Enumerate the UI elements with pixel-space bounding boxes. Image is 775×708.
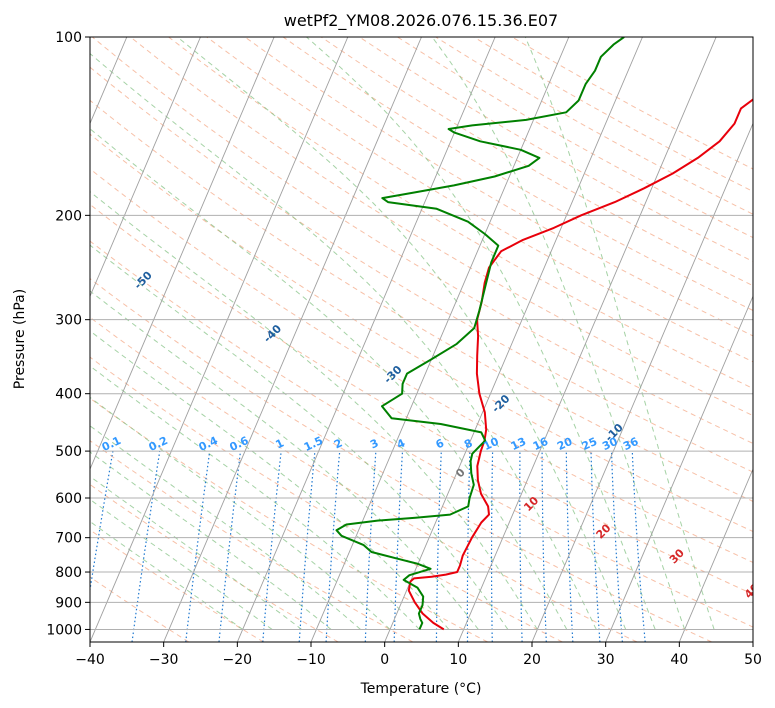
dry-adiabat-line bbox=[282, 37, 753, 312]
x-tick-label: 30 bbox=[597, 652, 615, 668]
moist-adiabat-line bbox=[90, 425, 361, 630]
x-tick-label: 0 bbox=[380, 652, 389, 668]
isotherm-line bbox=[384, 37, 643, 642]
x-tick-label: −20 bbox=[223, 652, 253, 668]
mixing-ratio-line bbox=[262, 451, 282, 642]
moist-adiabat-line bbox=[90, 330, 450, 630]
mixing-ratio-line bbox=[631, 451, 646, 642]
mixing-ratio-line bbox=[90, 450, 114, 594]
y-tick-label: 500 bbox=[55, 444, 82, 460]
x-tick-label: −40 bbox=[75, 652, 105, 668]
dry-adiabat-line bbox=[90, 397, 488, 642]
y-tick-label: 600 bbox=[55, 491, 82, 507]
moist-adiabat-line bbox=[90, 520, 243, 630]
mixing-ratio-line bbox=[218, 451, 242, 642]
dry-adiabat-line bbox=[90, 356, 563, 642]
dry-adiabat-line bbox=[130, 37, 753, 417]
moist-adiabat-line bbox=[524, 37, 715, 630]
y-tick-label: 1000 bbox=[46, 622, 82, 638]
x-axis-title: Temperature (°C) bbox=[360, 681, 482, 697]
x-tick-label: 50 bbox=[744, 652, 762, 668]
dry-adiabat-line bbox=[90, 483, 339, 642]
dry-adiabat-line bbox=[206, 37, 753, 363]
mixing-ratio-label: 13 bbox=[509, 435, 528, 453]
y-tick-label: 800 bbox=[55, 565, 82, 581]
moist-adiabat-line bbox=[90, 451, 332, 630]
dry-adiabat-line bbox=[90, 168, 753, 563]
dry-adiabat-line bbox=[90, 203, 753, 595]
moist-adiabat-line bbox=[431, 37, 686, 630]
moist-adiabat-line bbox=[90, 396, 391, 630]
isotherm-line bbox=[90, 37, 275, 471]
mixing-ratio-label: 36 bbox=[621, 435, 641, 453]
mixing-ratio-label: 16 bbox=[531, 435, 551, 453]
dry-adiabat-line bbox=[90, 240, 753, 628]
y-axis-ticks: 100 200 300 400 500 600 700 800 900 1000 bbox=[46, 30, 90, 638]
x-tick-label: −10 bbox=[296, 652, 326, 668]
y-tick-label: 300 bbox=[55, 313, 82, 329]
x-tick-label: 10 bbox=[449, 652, 467, 668]
mixing-ratio-label: 30 bbox=[600, 435, 620, 453]
mixing-ratio-label: 25 bbox=[580, 435, 599, 453]
y-axis-title: Pressure (hPa) bbox=[12, 289, 28, 389]
x-tick-label: 40 bbox=[670, 652, 688, 668]
y-tick-label: 200 bbox=[55, 208, 82, 224]
isotherm-line bbox=[531, 122, 753, 642]
moist-adiabat-line bbox=[90, 244, 509, 630]
x-axis-ticks: −40 −30 −20 −10 0 10 20 30 40 50 bbox=[75, 642, 762, 668]
mixing-ratio-line bbox=[185, 451, 211, 642]
moist-adiabat-line bbox=[90, 191, 538, 630]
moist-adiabat-label: 40 bbox=[742, 581, 762, 601]
moist-adiabat-line bbox=[177, 37, 627, 630]
y-tick-label: 900 bbox=[55, 595, 82, 611]
y-tick-label: 400 bbox=[55, 387, 82, 403]
mixing-ratio-label: 10 bbox=[481, 435, 501, 453]
x-tick-label: 20 bbox=[523, 652, 541, 668]
y-tick-label: 100 bbox=[55, 30, 82, 46]
isotherm-line bbox=[90, 37, 201, 298]
temperature-line bbox=[407, 98, 753, 631]
isotherm-line bbox=[163, 37, 422, 642]
dry-adiabat-line bbox=[90, 133, 753, 533]
profile-series bbox=[335, 37, 753, 631]
x-tick-label: −30 bbox=[149, 652, 179, 668]
dewpoint-line bbox=[335, 37, 625, 630]
chart-title: wetPf2_YM08.2026.076.15.36.E07 bbox=[284, 11, 558, 31]
isotherm-line bbox=[605, 295, 753, 642]
moist-adiabat-line bbox=[90, 52, 597, 630]
y-tick-label: 700 bbox=[55, 531, 82, 547]
dry-adiabat-line bbox=[90, 66, 753, 473]
mixing-ratio-line bbox=[298, 451, 316, 642]
plot-frame bbox=[89, 36, 754, 643]
pressure-grid bbox=[90, 37, 753, 630]
isotherm-line bbox=[236, 37, 496, 642]
isotherm-line bbox=[678, 467, 753, 642]
mixing-ratio-label: 20 bbox=[555, 435, 575, 453]
isotherm-line bbox=[457, 37, 717, 642]
moist-adiabat-line bbox=[90, 365, 420, 630]
isotherm-line bbox=[90, 37, 349, 642]
moist-adiabat-line bbox=[306, 37, 656, 630]
